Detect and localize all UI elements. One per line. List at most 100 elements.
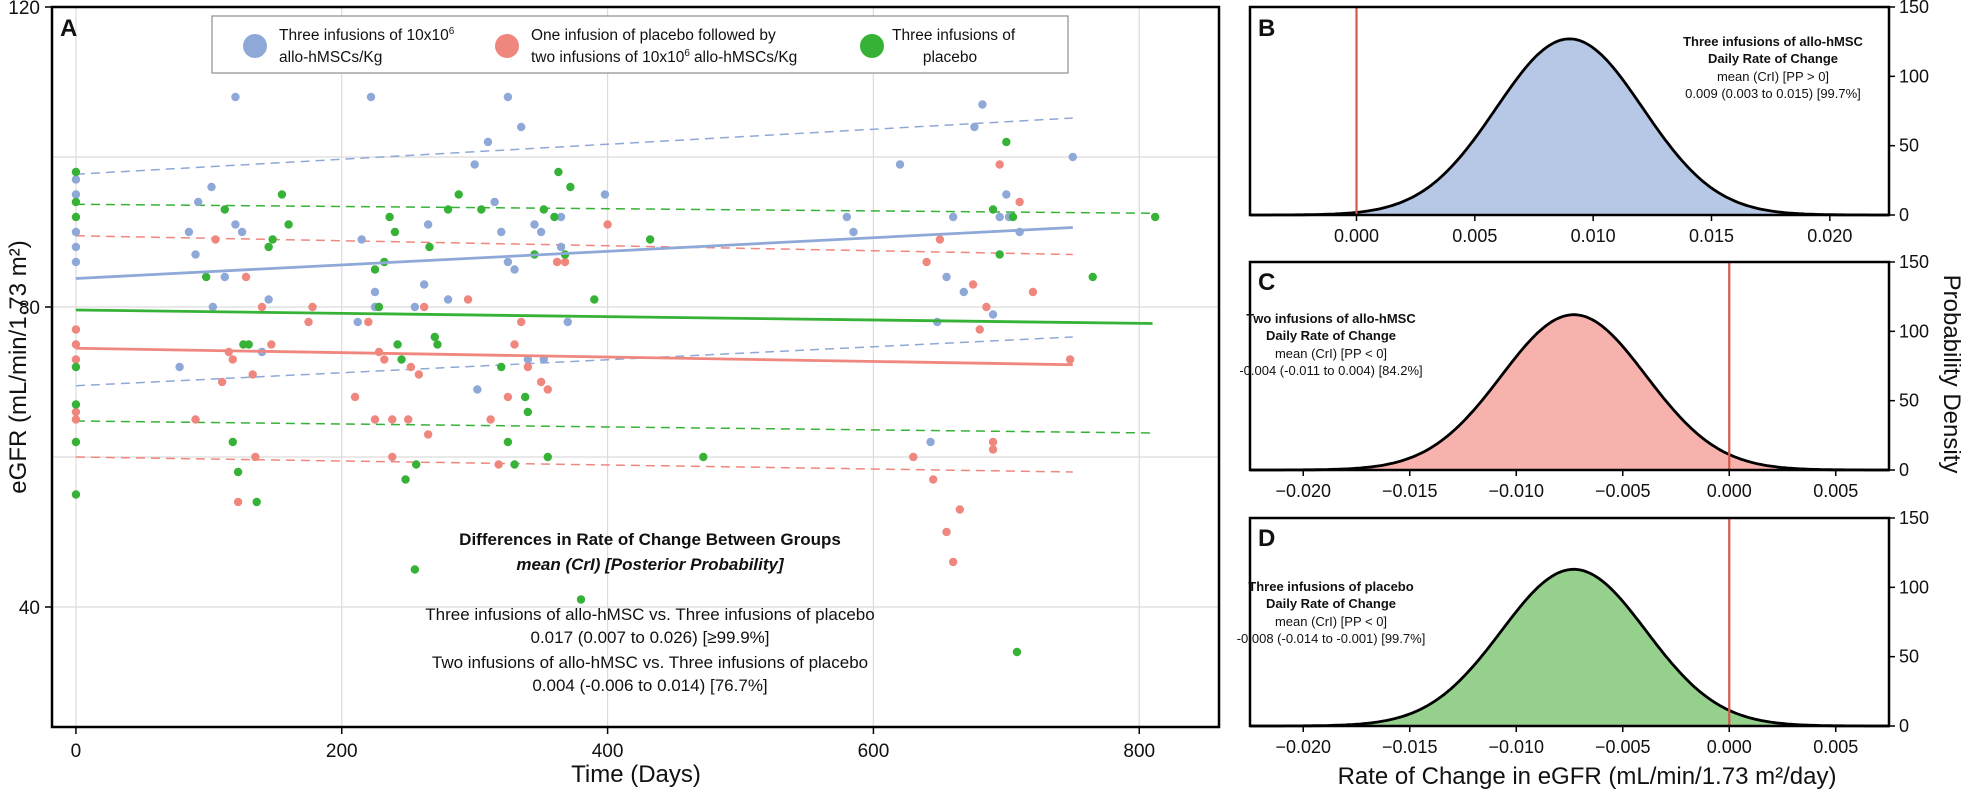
panel-a-series-0-point-20 [370,287,380,297]
panel-a-series-2-point-36 [510,460,519,469]
panel-a-series-0-point-8 [194,197,203,207]
panel-a-series-1-point-53 [988,445,998,454]
panel-d-xtick-label-1: −0.015 [1382,737,1438,757]
panel-c-annotation-line-1: mean (CrI) [PP < 0] [1275,346,1387,361]
panel-b-density-fill [1250,38,1889,216]
panel-a-xtick-label-0: 0 [71,741,82,762]
panel-a-series-1-point-22 [380,355,389,364]
panel-a-series-1-point-1 [71,340,81,349]
panel-d-annotation-title-2: Daily Rate of Change [1266,596,1396,611]
panel-a-series-1-point-29 [423,430,433,439]
panel-d-annotation-line-1: mean (CrI) [PP < 0] [1275,614,1387,629]
panel-d-ytick-label-1: 50 [1899,647,1919,667]
panel-d-plot: −0.020 −0.015 −0.010 −0.005 0.000 0.005 0 50 100… [1248,508,1929,757]
panel-a-series-1-point-38 [543,385,552,394]
panel-c-plot: −0.020 −0.015 −0.010 −0.005 0.000 0.005 0 50 100… [1248,252,1929,501]
panel-a-series-0-point-25 [443,295,453,304]
panel-c-annotation-title-2: Daily Rate of Change [1266,328,1396,343]
panel-a-series-2-trend [75,308,1153,325]
panel-a-series-0-point-14 [237,227,247,237]
panel-a-series-0-point-3 [71,242,81,252]
panel-a-series-1-point-27 [414,370,424,379]
panel-a-series-1-trend [75,346,1073,367]
panel-a-trend-lines [75,226,1153,367]
panel-a-series-0-ci-upper [75,117,1073,175]
panel-a-series-1-point-55 [1015,197,1024,207]
panel-a-ylabel: eGFR (mL/min/1.73 m²) [5,240,32,493]
panel-a-series-2-ci-lower [75,420,1153,434]
panel-b-xtick-label-2: 0.010 [1571,226,1616,246]
panel-a-series-0-point-58 [1068,152,1077,162]
panel-a-series-2-point-19 [374,302,384,312]
panel-a-series-2-point-49 [699,452,708,462]
panel-a-ytick-label-0: 40 [19,598,40,619]
panel-a-series-1-point-34 [510,340,519,349]
panel-a-series-2-point-22 [390,227,400,237]
annotation-comparison-2: Two infusions of allo-hMSC vs. Three inf… [432,653,868,672]
panel-a-series-0-point-48 [942,272,951,282]
panel-a-series-1-point-25 [404,415,413,424]
panel-a-series-0-point-34 [516,122,526,132]
panel-d-ytick-label-0: 0 [1899,716,1909,736]
panel-a-series-0-point-16 [264,295,273,304]
panel-a-series-0-point-12 [231,92,240,102]
panel-a-frame [50,5,1221,729]
panel-a-series-2-point-31 [443,205,453,214]
panel-a-series-2-point-41 [543,452,552,462]
panel-b-annotation-title-1: Three infusions of allo-hMSC [1683,34,1863,49]
panel-a-series-1-point-23 [388,415,397,424]
panel-d-xtick-label-5: 0.005 [1813,737,1858,757]
panel-b-annotation-line-1: mean (CrI) [PP > 0] [1717,69,1829,84]
panel-d-xtick-label-0: −0.020 [1275,737,1331,757]
panel-a-series-2-point-35 [503,437,513,447]
panel-d-ytick-label-3: 150 [1899,508,1929,528]
panel-a-series-2-point-51 [995,250,1004,259]
panel-a-xtick-label-1: 200 [326,741,358,762]
panel-a-series-1-point-49 [968,280,978,289]
panel-a-series-2-point-40 [539,205,548,214]
annotation-comparison-1: Three infusions of allo-hMSC vs. Three i… [425,605,874,624]
panel-b-xtick-label-1: 0.005 [1452,226,1497,246]
panel-c-xtick-label-5: 0.005 [1813,481,1858,501]
panel-a-series-0-point-33 [510,265,519,274]
panel-b-annotation: Three infusions of allo-hMSC Daily Rate … [1683,34,1863,101]
panel-a-series-2-point-25 [401,475,410,484]
panel-a-series-1-ci-upper [75,235,1073,256]
panel-a-series-2-point-8 [220,205,229,214]
panel-a-series-2-point-26 [410,565,420,574]
panel-a-series-2-point-1 [71,197,81,207]
panel-a-series-1-point-44 [929,475,938,484]
panel-a-series-0-point-28 [483,137,493,147]
panel-a-series-2-point-47 [590,295,599,304]
panel-a-series-1-point-7 [217,377,227,387]
panel-a-series-2-point-52 [1002,137,1011,147]
panel-c-xtick-label-4: 0.000 [1707,481,1752,501]
annotation-comparison-1-value: 0.017 (0.007 to 0.026) [≥99.9%] [531,628,770,647]
panel-a-series-2-point-54 [1012,647,1022,657]
annotation-subtitle: mean (CrI) [Posterior Probability] [516,555,785,574]
legend-label-series-3-line-2: placebo [923,49,977,66]
panel-c-annotation-title-1: Two infusions of allo-hMSC [1246,311,1416,326]
panel-a-series-0-ci-lower [75,336,1073,387]
panel-c-ytick-label-1: 50 [1899,391,1919,411]
panel-a-series-0-point-30 [497,227,506,237]
panel-a-series-2-point-46 [576,595,586,604]
panel-b-letter: B [1258,15,1275,42]
panel-a-series-0-point-4 [71,257,81,267]
panel-a-series-0-point-11 [220,272,229,282]
panel-a-series-1-point-9 [228,355,237,364]
panel-a-series-0-point-32 [503,257,513,267]
legend-label-series-3-line-1: Three infusions of [892,27,1016,44]
panel-a-series-2-point-43 [554,167,563,177]
panel-a-series-1-point-2 [71,355,81,364]
panel-a-ytick-label-1: 80 [19,298,40,319]
panel-a-series-1-point-17 [308,302,317,312]
panel-a-series-1-point-51 [982,302,991,312]
panel-a-ticks: 0 200 400 600 800 40 80 120 [8,0,1155,762]
panel-c-xtick-label-1: −0.015 [1382,481,1438,501]
panel-c-ytick-label-3: 150 [1899,252,1929,272]
panel-a-points [71,92,1160,657]
panel-a-series-1-point-20 [370,415,380,424]
panel-a-series-0-point-41 [563,317,572,327]
panel-a-series-1-point-28 [419,302,429,312]
